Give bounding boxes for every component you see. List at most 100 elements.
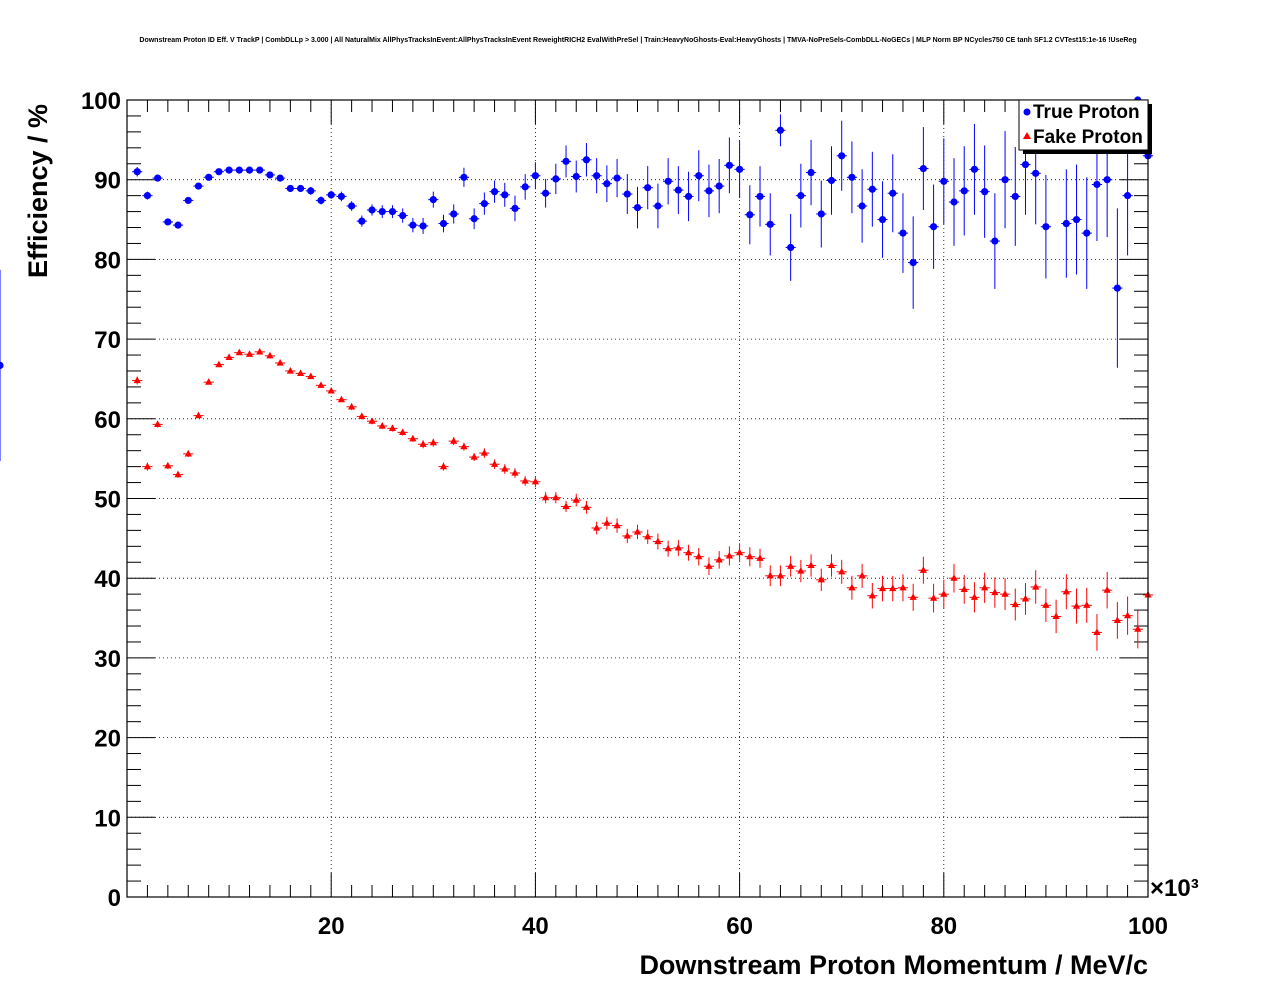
circle-marker <box>1011 192 1019 201</box>
fake-proton-point <box>509 468 521 478</box>
triangle-marker <box>674 543 682 551</box>
triangle-marker <box>736 548 744 556</box>
fake-proton-point <box>213 360 224 368</box>
circle-marker <box>981 188 989 196</box>
true-proton-point <box>244 166 255 174</box>
true-proton-point <box>448 204 459 224</box>
circle-marker <box>991 237 999 245</box>
fake-proton-point <box>285 366 296 374</box>
circle-marker <box>736 165 744 173</box>
triangle-marker <box>307 372 315 380</box>
circle-marker <box>674 186 682 194</box>
fake-proton-point <box>887 575 898 602</box>
circle-marker <box>1021 160 1030 169</box>
circle-marker <box>848 173 856 181</box>
circle-marker <box>940 177 948 185</box>
true-proton-point <box>908 216 919 309</box>
true-proton-point <box>397 208 408 223</box>
true-proton-point <box>520 174 531 200</box>
triangle-marker <box>194 411 203 419</box>
y-tick-label: 70 <box>94 327 121 354</box>
fake-proton-point <box>918 556 929 584</box>
fake-proton-point <box>234 348 245 356</box>
triangle-marker <box>981 583 989 591</box>
fake-proton-point <box>479 448 490 458</box>
triangle-marker <box>715 555 723 563</box>
fake-proton-point <box>836 559 847 584</box>
x-tick-label: 40 <box>522 913 549 940</box>
triangle-marker <box>296 369 305 376</box>
fake-proton-point <box>673 539 684 556</box>
fake-proton-point <box>1112 602 1123 639</box>
circle-marker <box>787 243 795 252</box>
triangle-marker <box>164 461 172 469</box>
circle-marker <box>419 222 427 230</box>
true-proton-point <box>305 186 316 195</box>
triangle-marker <box>970 593 979 600</box>
fake-proton-point <box>336 395 347 403</box>
fake-proton-point <box>959 575 970 604</box>
fake-proton-point <box>315 381 327 388</box>
true-proton-point <box>1040 174 1052 279</box>
true-proton-point <box>275 174 286 182</box>
true-proton-point <box>1071 164 1082 275</box>
true-proton-point <box>591 158 602 194</box>
true-proton-point <box>836 120 847 191</box>
circle-marker <box>950 198 958 206</box>
true-proton-point <box>1081 177 1092 289</box>
circle-marker <box>756 192 764 201</box>
circle-marker <box>521 183 529 191</box>
fake-proton-point <box>663 540 674 557</box>
triangle-marker <box>858 571 866 579</box>
circle-marker <box>623 190 631 198</box>
circle-marker <box>827 176 836 185</box>
fake-proton-point <box>938 579 949 609</box>
circle-marker <box>889 189 897 197</box>
circle-marker <box>133 168 141 176</box>
fake-proton-point <box>366 417 378 425</box>
true-proton-point <box>775 114 786 147</box>
y-tick-label: 100 <box>81 88 121 115</box>
true-proton-point <box>938 138 949 225</box>
fake-proton-point <box>775 565 786 587</box>
true-proton-point <box>693 150 704 202</box>
triangle-marker <box>1032 582 1040 590</box>
plot-frame <box>126 99 1149 898</box>
triangle-marker <box>429 438 437 446</box>
fake-proton-point <box>826 554 837 577</box>
true-proton-point <box>387 205 398 218</box>
circle-marker <box>154 174 162 182</box>
true-proton-point <box>1061 169 1072 278</box>
triangle-marker <box>868 591 876 599</box>
y-tick-label: 0 <box>108 885 121 912</box>
triangle-marker <box>991 588 999 596</box>
fake-proton-point <box>601 516 612 530</box>
triangle-marker <box>633 527 642 535</box>
fake-proton-point <box>530 476 541 488</box>
triangle-marker <box>348 402 356 410</box>
circle-marker <box>317 196 325 205</box>
triangle-marker <box>909 593 917 600</box>
circle-marker <box>746 211 754 219</box>
circle-marker <box>337 192 346 201</box>
fake-proton-point <box>489 459 500 470</box>
triangle-marker <box>582 503 591 510</box>
circle-marker <box>562 157 570 165</box>
triangle-marker <box>797 567 805 574</box>
y-tick-label: 80 <box>94 247 121 274</box>
circle-marker <box>511 204 519 212</box>
triangle-marker <box>613 521 621 529</box>
circle-marker <box>0 361 4 369</box>
fake-proton-point <box>1010 588 1021 621</box>
triangle-marker <box>572 496 580 503</box>
fake-proton-point <box>734 543 745 563</box>
triangle-marker <box>1103 586 1111 593</box>
fake-proton-point <box>438 462 449 471</box>
triangle-marker <box>817 575 825 583</box>
circle-marker <box>490 188 499 196</box>
fake-proton-point <box>611 518 623 533</box>
circle-marker <box>552 175 560 183</box>
circle-marker <box>1001 176 1009 184</box>
fake-proton-point <box>326 386 337 394</box>
triangle-marker <box>286 366 294 374</box>
